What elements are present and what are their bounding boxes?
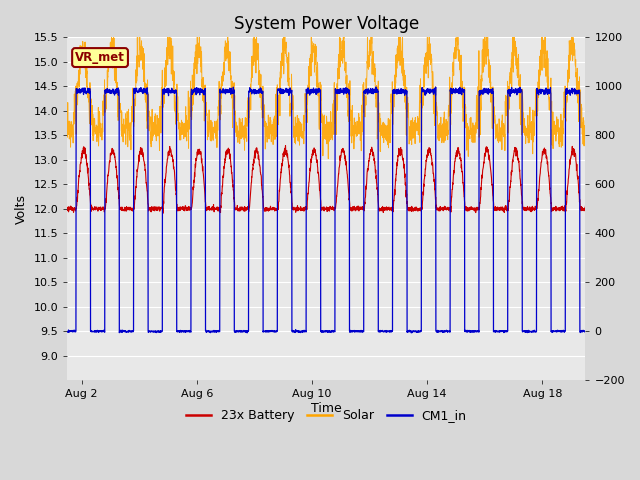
- X-axis label: Time: Time: [311, 402, 342, 415]
- Title: System Power Voltage: System Power Voltage: [234, 15, 419, 33]
- Legend: 23x Battery, Solar, CM1_in: 23x Battery, Solar, CM1_in: [181, 404, 472, 427]
- Y-axis label: Volts: Volts: [15, 194, 28, 224]
- Text: VR_met: VR_met: [75, 51, 125, 64]
